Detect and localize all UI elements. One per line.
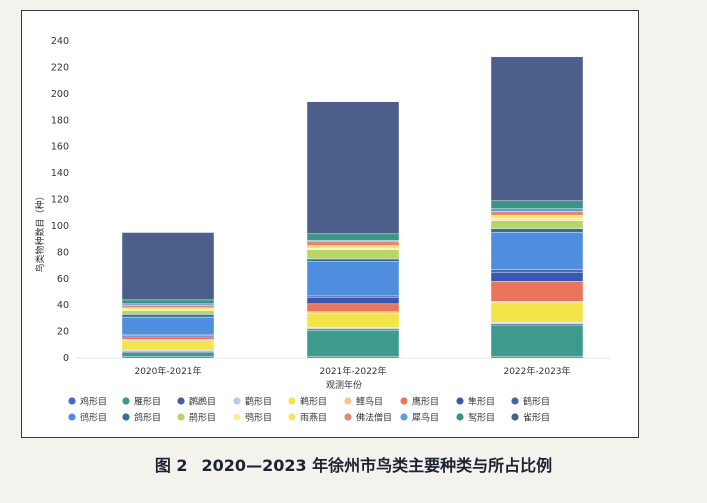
x-tick-label: 2020年-2021年 xyxy=(134,365,201,377)
bar-segment xyxy=(121,316,215,335)
y-tick-label: 120 xyxy=(51,195,69,206)
legend-label: 䴕形目 xyxy=(468,412,495,424)
bar-segment xyxy=(490,200,584,209)
legend-marker xyxy=(288,397,296,405)
legend-label: 鸻形目 xyxy=(80,412,107,424)
bar-segment xyxy=(121,299,215,305)
legend-label: 鸽形目 xyxy=(134,412,161,424)
bar-segment xyxy=(121,352,215,357)
legend-marker xyxy=(511,413,519,421)
bar-segment xyxy=(306,312,400,328)
y-tick-label: 100 xyxy=(51,221,69,232)
y-tick-label: 220 xyxy=(51,62,69,73)
bar-segment xyxy=(306,101,400,235)
legend-marker xyxy=(400,413,408,421)
legend-label: 鲣鸟目 xyxy=(356,396,383,408)
bar-segment xyxy=(306,261,400,297)
legend-marker xyxy=(177,397,185,405)
bar-segment xyxy=(490,281,584,302)
legend-marker xyxy=(233,413,241,421)
bar-segment xyxy=(490,215,584,219)
y-tick-label: 20 xyxy=(57,327,69,338)
x-tick-label: 2021年-2022年 xyxy=(319,365,386,377)
bar-segment xyxy=(490,269,584,273)
bar-segment xyxy=(121,304,215,309)
legend-marker xyxy=(344,413,352,421)
y-tick-label: 80 xyxy=(57,247,69,258)
caption-label: 图 2 xyxy=(154,456,188,475)
y-tick-label: 200 xyxy=(51,89,69,100)
bar-segment xyxy=(490,271,584,282)
legend-marker xyxy=(122,413,130,421)
bar-segment xyxy=(490,220,584,229)
bar-segment xyxy=(490,208,584,212)
bar-segment xyxy=(306,249,400,260)
legend-label: 隼形目 xyxy=(468,396,495,408)
y-tick-label: 160 xyxy=(51,142,69,153)
bar-segment xyxy=(306,233,400,241)
legend-label: 鹤形目 xyxy=(523,396,550,408)
bar-segment xyxy=(306,297,400,305)
legend-label: 雁形目 xyxy=(134,396,161,408)
y-tick-label: 180 xyxy=(51,115,69,126)
y-tick-label: 140 xyxy=(51,168,69,179)
legend-label: 雨燕目 xyxy=(300,412,327,424)
legend-label: 犀鸟目 xyxy=(412,412,439,424)
bar-segment xyxy=(490,228,584,233)
bar-segment xyxy=(490,324,584,357)
bar-segment xyxy=(490,56,584,202)
legend-marker xyxy=(233,397,241,405)
bar-segment xyxy=(490,217,584,221)
y-tick-label: 60 xyxy=(57,274,69,285)
legend-label: 鹈形目 xyxy=(300,396,327,408)
bar-segment xyxy=(306,258,400,262)
legend-label: 鹃形目 xyxy=(189,412,216,424)
y-axis-label: 鸟类物种数目（种） xyxy=(34,191,46,272)
legend-marker xyxy=(344,397,352,405)
x-axis-label: 观测年份 xyxy=(326,379,362,391)
legend-marker xyxy=(511,397,519,405)
bar-segment xyxy=(306,241,400,246)
legend-marker xyxy=(122,397,130,405)
legend-label: 䴙䴘目 xyxy=(189,396,216,408)
x-tick-label: 2022年-2023年 xyxy=(503,365,570,377)
bar-segment xyxy=(121,336,215,340)
y-tick-label: 40 xyxy=(57,300,69,311)
y-tick-label: 0 xyxy=(63,353,69,364)
bar-segment xyxy=(490,302,584,323)
legend-label: 鹰形目 xyxy=(412,396,439,408)
caption-text: 2020—2023 年徐州市鸟类主要种类与所占比例 xyxy=(201,456,553,475)
legend-label: 鹳形目 xyxy=(245,396,272,408)
bar-segment xyxy=(121,310,215,315)
bar-segment xyxy=(121,232,215,301)
bar-segment xyxy=(490,232,584,270)
bar-segment xyxy=(306,245,400,249)
legend-label: 鸡形目 xyxy=(80,396,107,408)
legend-marker xyxy=(68,413,76,421)
bar-segment xyxy=(121,340,215,351)
bar-segment xyxy=(490,211,584,216)
legend-label: 鸮形目 xyxy=(245,412,272,424)
y-tick-label: 240 xyxy=(51,36,69,47)
bar-segment xyxy=(306,330,400,357)
legend-marker xyxy=(288,413,296,421)
stacked-bar-chart: 0 20 40 60 80 100 120 140 160 180 200 220 240 鸟类物种数目（… xyxy=(34,36,610,424)
bar-segment xyxy=(306,303,400,312)
legend-marker xyxy=(400,397,408,405)
legend-label: 雀形目 xyxy=(523,412,550,424)
bar-segment xyxy=(121,314,215,318)
legend-label: 佛法僧目 xyxy=(356,412,392,424)
legend-marker xyxy=(456,413,464,421)
legend-marker xyxy=(177,413,185,421)
legend-marker xyxy=(68,397,76,405)
legend-marker xyxy=(456,397,464,405)
figure-caption: 图 2 2020—2023 年徐州市鸟类主要种类与所占比例 xyxy=(0,452,707,476)
